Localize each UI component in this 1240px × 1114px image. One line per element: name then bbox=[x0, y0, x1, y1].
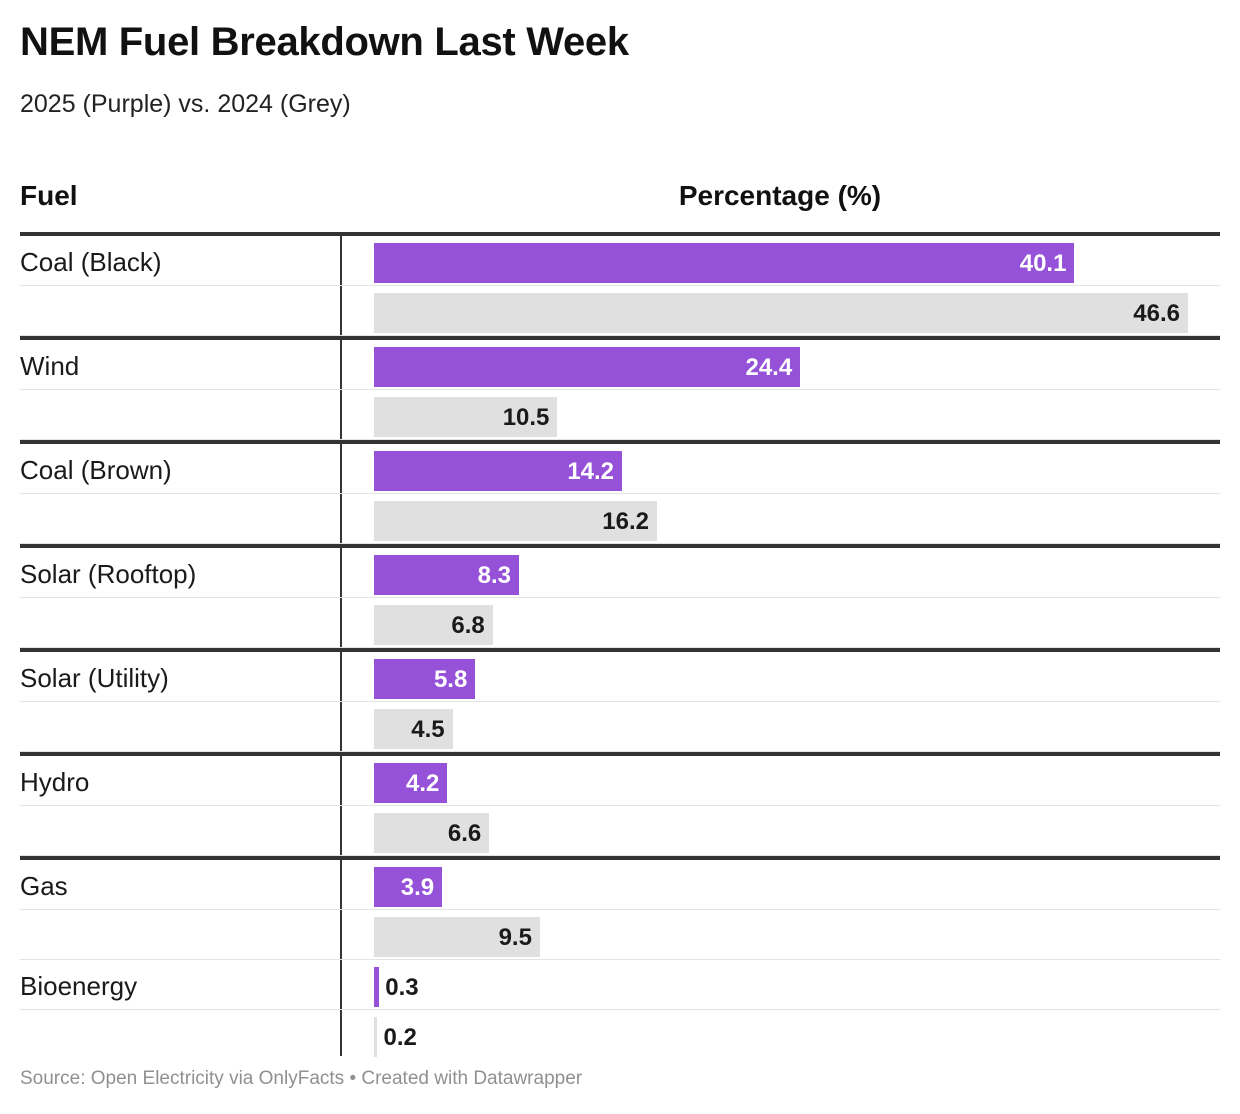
data-label: 46.6 bbox=[1133, 300, 1180, 327]
bar-y2025 bbox=[374, 243, 1075, 283]
column-divider bbox=[340, 340, 342, 440]
fuel-group: Coal (Black) 40.1 46.6 bbox=[20, 232, 1220, 336]
table-row: 9.5 bbox=[20, 910, 1220, 960]
column-divider bbox=[340, 960, 342, 1056]
bar-y2025 bbox=[374, 967, 380, 1007]
bar-y2025 bbox=[374, 763, 448, 803]
table-row: Coal (Brown) 14.2 bbox=[20, 444, 1220, 494]
fuel-group: Wind 24.4 10.5 bbox=[20, 336, 1220, 440]
bar-y2024 bbox=[374, 1017, 378, 1057]
table-row: 4.5 bbox=[20, 702, 1220, 752]
table-row: Bioenergy 0.3 bbox=[20, 960, 1220, 1010]
table-row: 6.6 bbox=[20, 806, 1220, 856]
data-label: 16.2 bbox=[602, 508, 649, 535]
chart-title: NEM Fuel Breakdown Last Week bbox=[20, 20, 629, 64]
fuel-label: Wind bbox=[20, 351, 80, 381]
bar-y2025 bbox=[374, 347, 801, 387]
fuel-group: Hydro 4.2 6.6 bbox=[20, 752, 1220, 856]
column-divider bbox=[340, 444, 342, 544]
table-row: Hydro 4.2 bbox=[20, 756, 1220, 806]
fuel-group: Gas 3.9 9.5 bbox=[20, 856, 1220, 960]
fuel-group: Coal (Brown) 14.2 16.2 bbox=[20, 440, 1220, 544]
fuel-label: Bioenergy bbox=[20, 971, 138, 1001]
bar-y2025 bbox=[374, 451, 623, 491]
fuel-label: Hydro bbox=[20, 767, 90, 797]
fuel-group: Solar (Rooftop) 8.3 6.8 bbox=[20, 544, 1220, 648]
data-label: 40.1 bbox=[1019, 250, 1067, 277]
bar-y2025 bbox=[374, 555, 519, 595]
table-row: Solar (Utility) 5.8 bbox=[20, 652, 1220, 702]
data-label: 4.2 bbox=[405, 770, 440, 797]
data-label: 8.3 bbox=[477, 562, 511, 589]
table-row: Gas 3.9 bbox=[20, 860, 1220, 910]
data-label: 3.9 bbox=[400, 874, 435, 901]
table-row: 46.6 bbox=[20, 286, 1220, 336]
bar-y2024 bbox=[374, 709, 453, 749]
bar-y2024 bbox=[374, 813, 490, 853]
data-label: 24.4 bbox=[745, 354, 793, 381]
column-divider bbox=[340, 860, 342, 960]
table-row: 6.8 bbox=[20, 598, 1220, 648]
column-divider bbox=[340, 548, 342, 648]
column-divider bbox=[340, 652, 342, 752]
column-divider bbox=[340, 756, 342, 856]
data-label: 10.5 bbox=[502, 404, 550, 431]
data-label: 14.2 bbox=[567, 458, 615, 485]
data-label: 4.5 bbox=[411, 716, 445, 743]
fuel-label: Solar (Rooftop) bbox=[20, 559, 197, 589]
table-row: 10.5 bbox=[20, 390, 1220, 440]
fuel-group: Solar (Utility) 5.8 4.5 bbox=[20, 648, 1220, 752]
data-label: 6.6 bbox=[447, 820, 482, 847]
bar-table: Coal (Black) 40.1 46.6 Wind 24.4 10.5 Coal (Br… bbox=[20, 232, 1220, 1059]
data-label: 9.5 bbox=[498, 924, 532, 951]
fuel-group: Bioenergy 0.3 0.2 bbox=[20, 960, 1220, 1059]
chart-subtitle: 2025 (Purple) vs. 2024 (Grey) bbox=[20, 90, 351, 118]
data-label: 0.2 bbox=[383, 1024, 417, 1051]
column-header-fuel: Fuel bbox=[20, 180, 78, 211]
data-label: 6.8 bbox=[451, 612, 485, 639]
table-row: Wind 24.4 bbox=[20, 340, 1220, 390]
column-divider bbox=[340, 236, 342, 336]
data-label: 0.3 bbox=[385, 974, 419, 1001]
fuel-label: Solar (Utility) bbox=[20, 663, 169, 693]
column-header-percentage: Percentage (%) bbox=[678, 180, 882, 211]
table-row: Solar (Rooftop) 8.3 bbox=[20, 548, 1220, 598]
bar-y2024 bbox=[374, 501, 657, 541]
bar-y2025 bbox=[374, 867, 443, 907]
source-note: Source: Open Electricity via OnlyFacts •… bbox=[20, 1068, 583, 1089]
fuel-label: Gas bbox=[20, 871, 68, 901]
table-row: 16.2 bbox=[20, 494, 1220, 544]
bar-y2024 bbox=[374, 917, 540, 957]
bar-y2025 bbox=[374, 659, 476, 699]
table-row: Coal (Black) 40.1 bbox=[20, 236, 1220, 286]
fuel-label: Coal (Brown) bbox=[20, 455, 172, 485]
bar-y2024 bbox=[374, 605, 493, 645]
bar-y2024 bbox=[374, 397, 558, 437]
fuel-label: Coal (Black) bbox=[20, 247, 162, 277]
data-label: 5.8 bbox=[433, 666, 468, 693]
table-row: 0.2 bbox=[20, 1010, 1220, 1059]
bar-y2024 bbox=[374, 293, 1188, 333]
